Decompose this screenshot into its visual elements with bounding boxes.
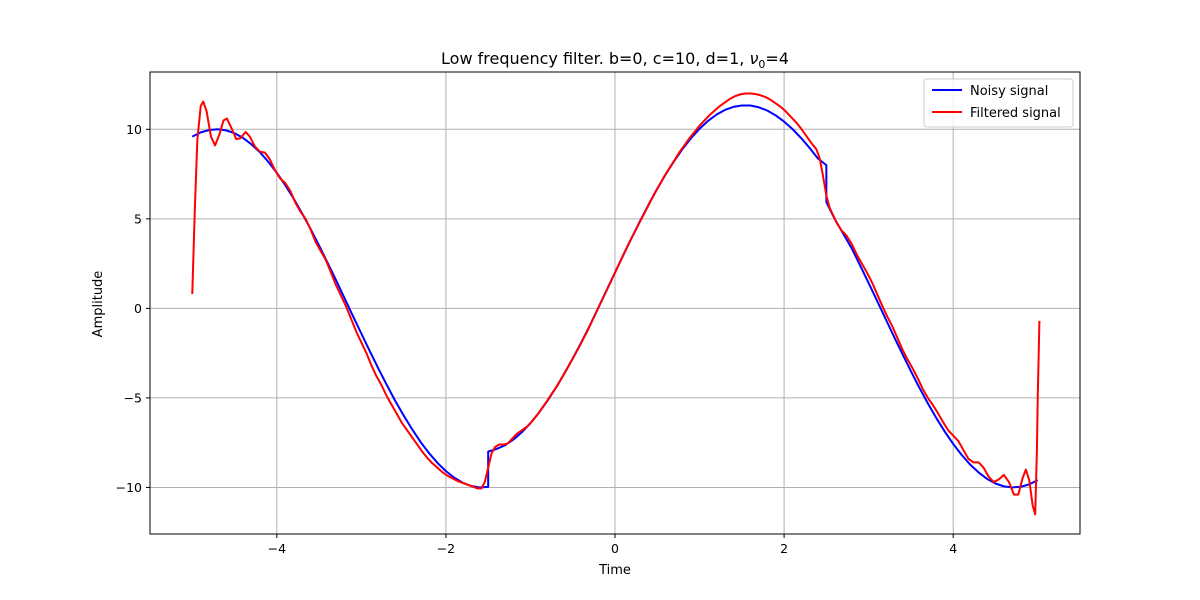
series-layer (191, 92, 1041, 516)
ticks: −4 −2 0 2 4 −10 −5 0 5 10 (116, 122, 958, 556)
y-tick-label: 5 (134, 211, 142, 226)
x-tick-label: −2 (437, 541, 455, 556)
legend-label-noisy: Noisy signal (970, 84, 1048, 99)
chart-title: Low frequency filter. b=0, c=10, d=1, ν0… (441, 49, 789, 71)
y-tick-label: 10 (126, 122, 142, 137)
y-tick-label: −10 (116, 480, 142, 495)
x-tick-label: 0 (611, 541, 619, 556)
y-tick-label: 0 (134, 301, 142, 316)
y-tick-label: −5 (124, 390, 142, 405)
legend-label-filtered: Filtered signal (970, 106, 1061, 121)
y-axis-label: Amplitude (91, 271, 106, 338)
x-tick-label: 2 (780, 541, 788, 556)
filtered-signal-line (191, 92, 1041, 516)
x-axis-label: Time (598, 563, 631, 578)
x-tick-label: −4 (268, 541, 286, 556)
legend: Noisy signal Filtered signal (923, 78, 1074, 128)
x-tick-label: 4 (949, 541, 957, 556)
